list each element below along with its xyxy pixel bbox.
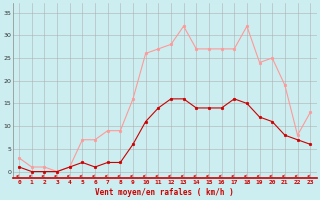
X-axis label: Vent moyen/en rafales ( km/h ): Vent moyen/en rafales ( km/h ) xyxy=(95,188,234,197)
